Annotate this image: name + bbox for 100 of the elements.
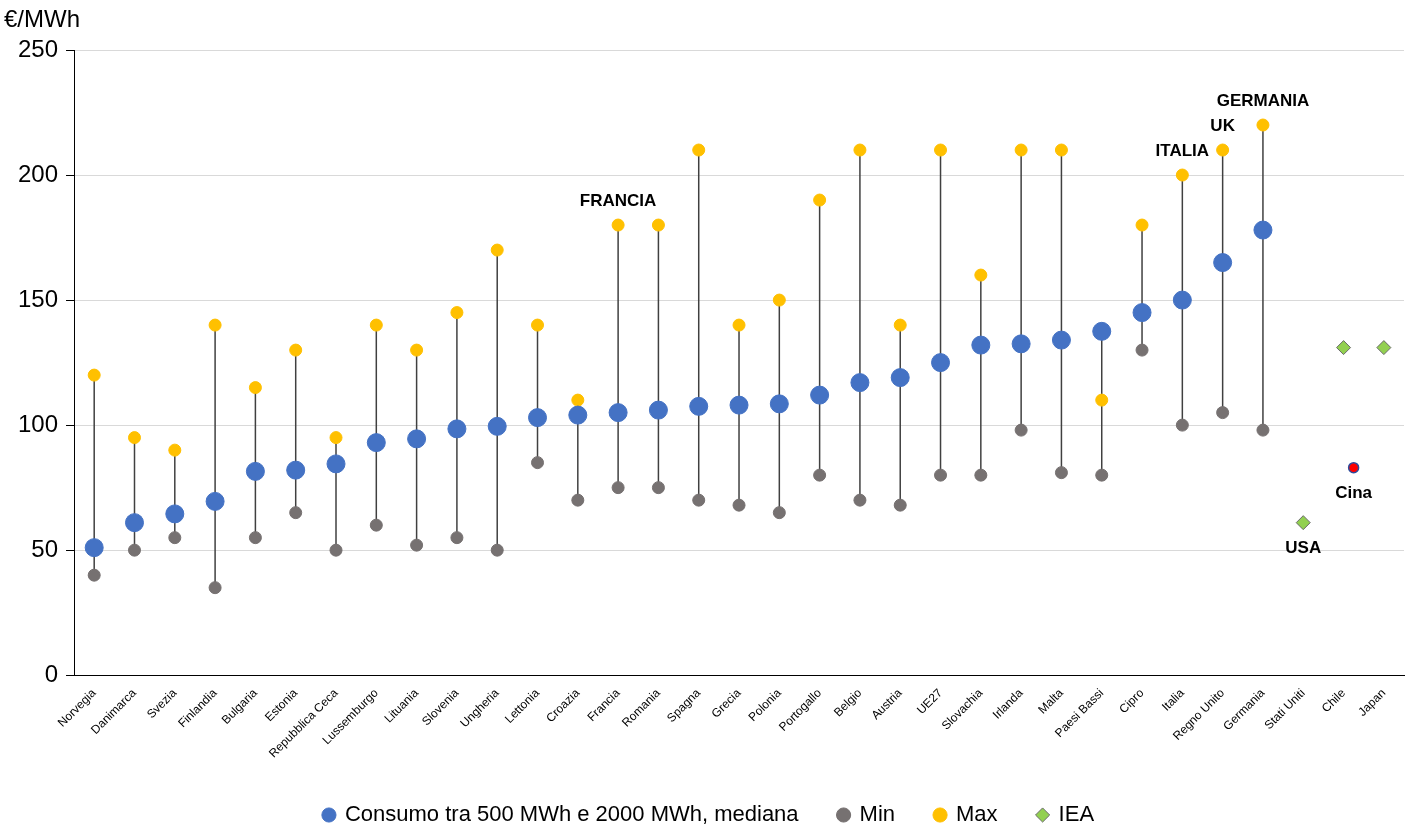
point bbox=[692, 143, 706, 157]
point bbox=[729, 395, 749, 415]
point bbox=[84, 538, 104, 558]
point bbox=[1092, 321, 1112, 341]
annotation: GERMANIA bbox=[1216, 90, 1310, 110]
point bbox=[1054, 466, 1068, 480]
point bbox=[369, 518, 383, 532]
point bbox=[165, 504, 185, 524]
point bbox=[651, 481, 665, 495]
point bbox=[893, 318, 907, 332]
annotation: FRANCIA bbox=[579, 190, 657, 210]
point bbox=[813, 468, 827, 482]
point bbox=[1376, 340, 1392, 356]
point bbox=[1051, 330, 1071, 350]
point bbox=[1014, 143, 1028, 157]
point bbox=[447, 419, 467, 439]
point bbox=[1054, 143, 1068, 157]
point bbox=[208, 318, 222, 332]
point bbox=[732, 498, 746, 512]
point bbox=[974, 268, 988, 282]
point bbox=[410, 538, 424, 552]
point bbox=[87, 568, 101, 582]
point bbox=[850, 373, 870, 393]
point bbox=[648, 400, 668, 420]
point bbox=[571, 393, 585, 407]
point bbox=[490, 243, 504, 257]
point bbox=[689, 396, 709, 416]
point bbox=[931, 353, 951, 373]
point bbox=[1175, 418, 1189, 432]
point bbox=[125, 513, 144, 533]
point bbox=[528, 408, 548, 428]
point bbox=[1175, 168, 1189, 182]
point bbox=[245, 461, 265, 481]
legend-label: Max bbox=[956, 801, 998, 827]
point bbox=[813, 193, 827, 207]
point bbox=[1172, 290, 1192, 310]
point bbox=[1095, 468, 1109, 482]
y-tick-label: 100 bbox=[18, 409, 59, 437]
point bbox=[934, 468, 948, 482]
annotation: ITALIA bbox=[1155, 140, 1210, 160]
point bbox=[893, 498, 907, 512]
point bbox=[248, 381, 262, 395]
point bbox=[1253, 220, 1273, 240]
point bbox=[326, 454, 346, 474]
point bbox=[1135, 343, 1149, 357]
y-axis-title: €/MWh bbox=[4, 4, 81, 32]
point bbox=[450, 306, 464, 320]
point bbox=[1216, 143, 1230, 157]
point bbox=[487, 416, 507, 436]
annotation: USA bbox=[1285, 538, 1322, 558]
point bbox=[289, 343, 303, 357]
annotation: UK bbox=[1210, 115, 1236, 135]
point bbox=[1132, 303, 1152, 323]
y-tick-label: 50 bbox=[31, 534, 59, 562]
point bbox=[772, 293, 786, 307]
point bbox=[1216, 406, 1230, 420]
point bbox=[1336, 340, 1352, 356]
y-tick-label: 200 bbox=[18, 159, 59, 187]
point bbox=[1256, 118, 1270, 132]
point bbox=[1256, 423, 1270, 437]
point bbox=[1011, 334, 1031, 354]
point bbox=[450, 531, 464, 545]
point bbox=[410, 343, 424, 357]
point bbox=[168, 531, 182, 545]
point bbox=[248, 531, 262, 545]
point bbox=[571, 493, 585, 507]
point bbox=[531, 456, 545, 470]
point bbox=[890, 368, 910, 388]
point bbox=[934, 143, 948, 157]
point bbox=[1095, 393, 1109, 407]
point bbox=[1213, 253, 1233, 273]
point bbox=[1014, 423, 1028, 437]
point bbox=[971, 335, 991, 355]
point bbox=[1295, 515, 1311, 531]
point bbox=[329, 431, 343, 445]
point bbox=[810, 385, 830, 405]
point bbox=[974, 468, 988, 482]
point bbox=[611, 481, 625, 495]
point bbox=[490, 543, 504, 557]
point bbox=[329, 543, 343, 557]
point bbox=[407, 429, 427, 449]
point bbox=[286, 460, 306, 480]
legend-label: Min bbox=[859, 801, 896, 827]
point bbox=[608, 403, 628, 423]
point bbox=[289, 506, 303, 520]
point bbox=[531, 318, 545, 332]
point bbox=[168, 443, 182, 457]
point bbox=[732, 318, 746, 332]
point bbox=[369, 318, 383, 332]
y-tick-label: 150 bbox=[18, 284, 59, 312]
point bbox=[853, 143, 867, 157]
point bbox=[651, 218, 665, 232]
point bbox=[205, 491, 225, 511]
y-tick-label: 250 bbox=[18, 34, 59, 62]
point bbox=[128, 543, 141, 557]
point bbox=[611, 218, 625, 232]
point bbox=[128, 431, 141, 445]
legend-label: Consumo tra 500 MWh e 2000 MWh, mediana bbox=[344, 801, 800, 827]
point bbox=[692, 493, 706, 507]
point bbox=[853, 493, 867, 507]
